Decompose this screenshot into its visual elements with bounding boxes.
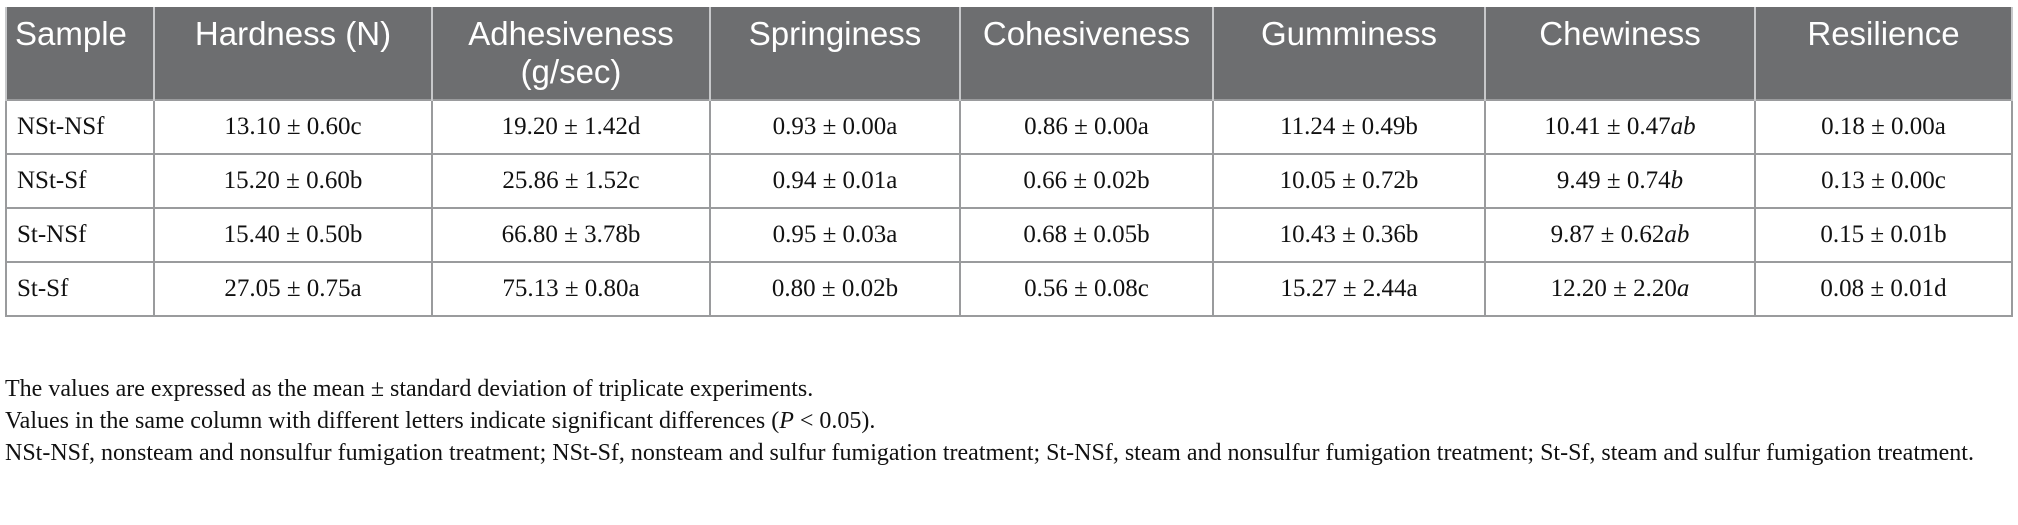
header-gumminess: Gumminess [1212, 7, 1486, 100]
header-springiness: Springiness [709, 7, 961, 100]
cell-chewiness: 12.20 ± 2.20a [1484, 261, 1756, 317]
cell-hardness: 13.10 ± 0.60c [153, 99, 433, 155]
cell-adhesiveness: 25.86 ± 1.52c [431, 153, 711, 209]
chewiness-letter: a [1676, 275, 1690, 302]
table-row: NSt-NSf 13.10 ± 0.60c 19.20 ± 1.42d 0.93… [5, 99, 2013, 155]
footnote-p-threshold: < 0.05). [793, 408, 876, 434]
chewiness-letter: ab [1670, 113, 1696, 140]
chewiness-letter: b [1670, 167, 1684, 194]
cell-cohesiveness: 0.66 ± 0.02b [959, 153, 1214, 209]
cell-cohesiveness: 0.68 ± 0.05b [959, 207, 1214, 263]
chewiness-letter: ab [1664, 221, 1690, 248]
footnote-significance-text: Values in the same column with different… [5, 408, 780, 434]
cell-gumminess: 15.27 ± 2.44a [1212, 261, 1486, 317]
cell-adhesiveness: 75.13 ± 0.80a [431, 261, 711, 317]
cell-cohesiveness: 0.86 ± 0.00a [959, 99, 1214, 155]
chewiness-value: 9.87 ± 0.62 [1550, 221, 1665, 248]
cell-hardness: 15.40 ± 0.50b [153, 207, 433, 263]
table-row: St-Sf 27.05 ± 0.75a 75.13 ± 0.80a 0.80 ±… [5, 261, 2013, 317]
footnote-abbreviations: NSt-NSf, nonsteam and nonsulfur fumigati… [5, 440, 1974, 466]
chewiness-value: 10.41 ± 0.47 [1544, 113, 1671, 140]
cell-resilience: 0.15 ± 0.01b [1754, 207, 2013, 263]
chewiness-value: 12.20 ± 2.20 [1550, 275, 1677, 302]
cell-sample: NSt-NSf [5, 99, 155, 155]
data-table-container: Sample Hardness (N) Adhesiveness (g/sec)… [5, 7, 2013, 317]
table-row: St-NSf 15.40 ± 0.50b 66.80 ± 3.78b 0.95 … [5, 207, 2013, 263]
footnote-mean-sd: The values are expressed as the mean ± s… [5, 376, 814, 402]
cell-gumminess: 11.24 ± 0.49b [1212, 99, 1486, 155]
cell-chewiness: 9.49 ± 0.74b [1484, 153, 1756, 209]
cell-springiness: 0.80 ± 0.02b [709, 261, 961, 317]
cell-resilience: 0.18 ± 0.00a [1754, 99, 2013, 155]
chewiness-value: 9.49 ± 0.74 [1556, 167, 1671, 194]
header-chewiness: Chewiness [1484, 7, 1756, 100]
header-adhesiveness: Adhesiveness (g/sec) [431, 7, 711, 100]
cell-springiness: 0.93 ± 0.00a [709, 99, 961, 155]
cell-sample: St-NSf [5, 207, 155, 263]
cell-hardness: 27.05 ± 0.75a [153, 261, 433, 317]
table-footnotes: The values are expressed as the mean ± s… [5, 373, 2011, 469]
cell-gumminess: 10.43 ± 0.36b [1212, 207, 1486, 263]
cell-chewiness: 9.87 ± 0.62ab [1484, 207, 1756, 263]
cell-springiness: 0.95 ± 0.03a [709, 207, 961, 263]
cell-chewiness: 10.41 ± 0.47ab [1484, 99, 1756, 155]
header-cohesiveness: Cohesiveness [959, 7, 1214, 100]
table-row: NSt-Sf 15.20 ± 0.60b 25.86 ± 1.52c 0.94 … [5, 153, 2013, 209]
cell-adhesiveness: 66.80 ± 3.78b [431, 207, 711, 263]
cell-hardness: 15.20 ± 0.60b [153, 153, 433, 209]
cell-springiness: 0.94 ± 0.01a [709, 153, 961, 209]
header-resilience: Resilience [1754, 7, 2013, 100]
cell-gumminess: 10.05 ± 0.72b [1212, 153, 1486, 209]
header-row: Sample Hardness (N) Adhesiveness (g/sec)… [5, 7, 2013, 100]
cell-resilience: 0.13 ± 0.00c [1754, 153, 2013, 209]
cell-sample: St-Sf [5, 261, 155, 317]
footnote-p-symbol: P [779, 408, 794, 434]
cell-resilience: 0.08 ± 0.01d [1754, 261, 2013, 317]
header-sample: Sample [5, 7, 155, 100]
cell-cohesiveness: 0.56 ± 0.08c [959, 261, 1214, 317]
header-hardness: Hardness (N) [153, 7, 433, 100]
footnote-significance: Values in the same column with different… [5, 405, 2011, 437]
cell-sample: NSt-Sf [5, 153, 155, 209]
texture-profile-table: Sample Hardness (N) Adhesiveness (g/sec)… [5, 7, 2013, 317]
cell-adhesiveness: 19.20 ± 1.42d [431, 99, 711, 155]
